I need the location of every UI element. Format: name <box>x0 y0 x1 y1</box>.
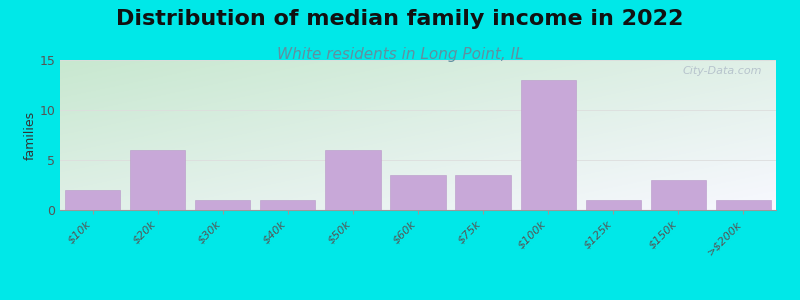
Bar <box>521 80 576 210</box>
Y-axis label: families: families <box>23 110 37 160</box>
Bar <box>455 175 510 210</box>
Bar <box>326 150 381 210</box>
Bar <box>650 180 706 210</box>
Bar <box>716 200 771 210</box>
Bar <box>195 200 250 210</box>
Text: White residents in Long Point, IL: White residents in Long Point, IL <box>277 46 523 62</box>
Bar <box>130 150 186 210</box>
Bar <box>390 175 446 210</box>
Text: City-Data.com: City-Data.com <box>682 66 762 76</box>
Bar <box>260 200 315 210</box>
Bar <box>65 190 120 210</box>
Bar <box>586 200 641 210</box>
Text: Distribution of median family income in 2022: Distribution of median family income in … <box>116 9 684 29</box>
